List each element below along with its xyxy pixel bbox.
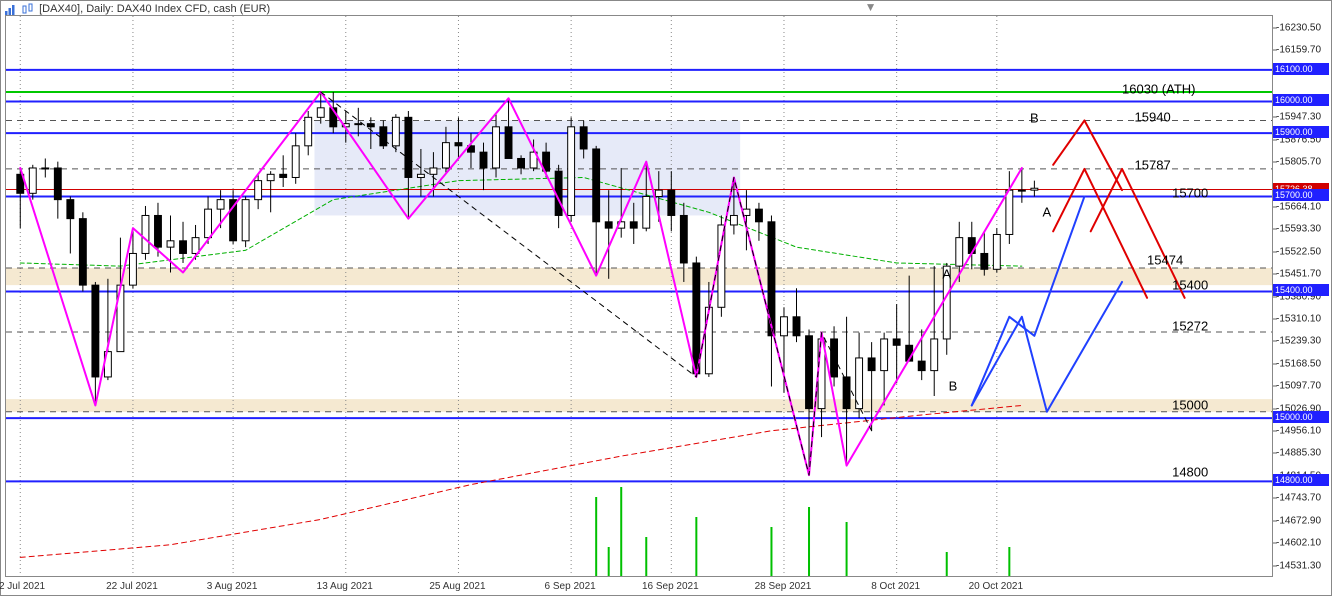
x-tick-label: 20 Oct 2021 (969, 581, 1023, 592)
scenario-label: B (949, 379, 958, 394)
y-tick-label: -15805.70 (1276, 157, 1321, 168)
level-label: 15272 (1172, 319, 1208, 334)
level-label: 16030 (ATH) (1122, 81, 1195, 96)
x-tick-label: 22 Jul 2021 (106, 581, 158, 592)
scenario-red-path (1053, 120, 1122, 190)
candles-icon (22, 3, 34, 15)
y-tick-label: -15310.10 (1276, 313, 1321, 324)
x-tick-label: 12 Jul 2021 (0, 581, 45, 592)
y-tick-label: -15451.70 (1276, 269, 1321, 280)
y-tick-label: -15664.10 (1276, 201, 1321, 212)
price-tag: 15400.00 (1273, 284, 1329, 296)
level-label: 15400 (1172, 278, 1208, 293)
y-axis: -16230.50-16159.70-16088.90-15947.30-158… (1273, 15, 1331, 577)
chart-icon (5, 3, 17, 15)
chart-window: [DAX40], Daily: DAX40 Index CFD, cash (E… (0, 0, 1332, 596)
y-tick-label: -14885.30 (1276, 448, 1321, 459)
level-label: 15787 (1135, 157, 1171, 172)
x-tick-label: 6 Sep 2021 (545, 581, 596, 592)
level-label: 15474 (1147, 252, 1183, 267)
x-tick-label: 3 Aug 2021 (207, 581, 258, 592)
y-tick-label: -14743.70 (1276, 493, 1321, 504)
chart-foreground-layer (6, 16, 1272, 576)
y-tick-label: -15168.50 (1276, 358, 1321, 369)
dropdown-marker-icon[interactable]: ▼ (865, 0, 877, 14)
chart-title-bar: [DAX40], Daily: DAX40 Index CFD, cash (E… (5, 3, 270, 15)
price-tag: 15900.00 (1273, 126, 1329, 138)
y-tick-label: -14672.90 (1276, 515, 1321, 526)
y-tick-label: -15522.50 (1276, 246, 1321, 257)
y-tick-label: -14956.10 (1276, 426, 1321, 437)
price-tag: 16000.00 (1273, 94, 1329, 106)
scenario-red-path (1053, 169, 1147, 298)
y-tick-label: -16159.70 (1276, 44, 1321, 55)
plot-area[interactable]: 16030 (ATH) 15940 1578715700 15474 15400 1527… (5, 15, 1273, 577)
scenario-label: B (1030, 110, 1039, 125)
scenario-label: A (942, 267, 951, 282)
price-tag: 15700.00 (1273, 189, 1329, 201)
y-tick-label: -14602.10 (1276, 538, 1321, 549)
x-axis: 12 Jul 202122 Jul 20213 Aug 202113 Aug 2… (5, 577, 1273, 593)
y-tick-label: -16230.50 (1276, 22, 1321, 33)
x-tick-label: 13 Aug 2021 (317, 581, 373, 592)
scenario-label: A (1043, 205, 1052, 220)
x-tick-label: 8 Oct 2021 (871, 581, 920, 592)
y-tick-label: -14531.30 (1276, 560, 1321, 571)
level-label: 15700 (1172, 185, 1208, 200)
level-label: 15940 (1135, 110, 1171, 125)
x-tick-label: 28 Sep 2021 (755, 581, 812, 592)
x-tick-label: 16 Sep 2021 (642, 581, 699, 592)
y-tick-label: -15239.30 (1276, 336, 1321, 347)
y-tick-label: -15097.70 (1276, 381, 1321, 392)
y-tick-label: -15947.30 (1276, 112, 1321, 123)
price-tag: 15000.00 (1273, 411, 1329, 423)
level-label: 14800 (1172, 464, 1208, 479)
price-tag: 16100.00 (1273, 63, 1329, 75)
chart-title-text: [DAX40], Daily: DAX40 Index CFD, cash (E… (39, 3, 270, 15)
level-label: 15000 (1172, 398, 1208, 413)
price-tag: 14800.00 (1273, 474, 1329, 486)
x-tick-label: 25 Aug 2021 (429, 581, 485, 592)
y-tick-label: -15593.30 (1276, 224, 1321, 235)
